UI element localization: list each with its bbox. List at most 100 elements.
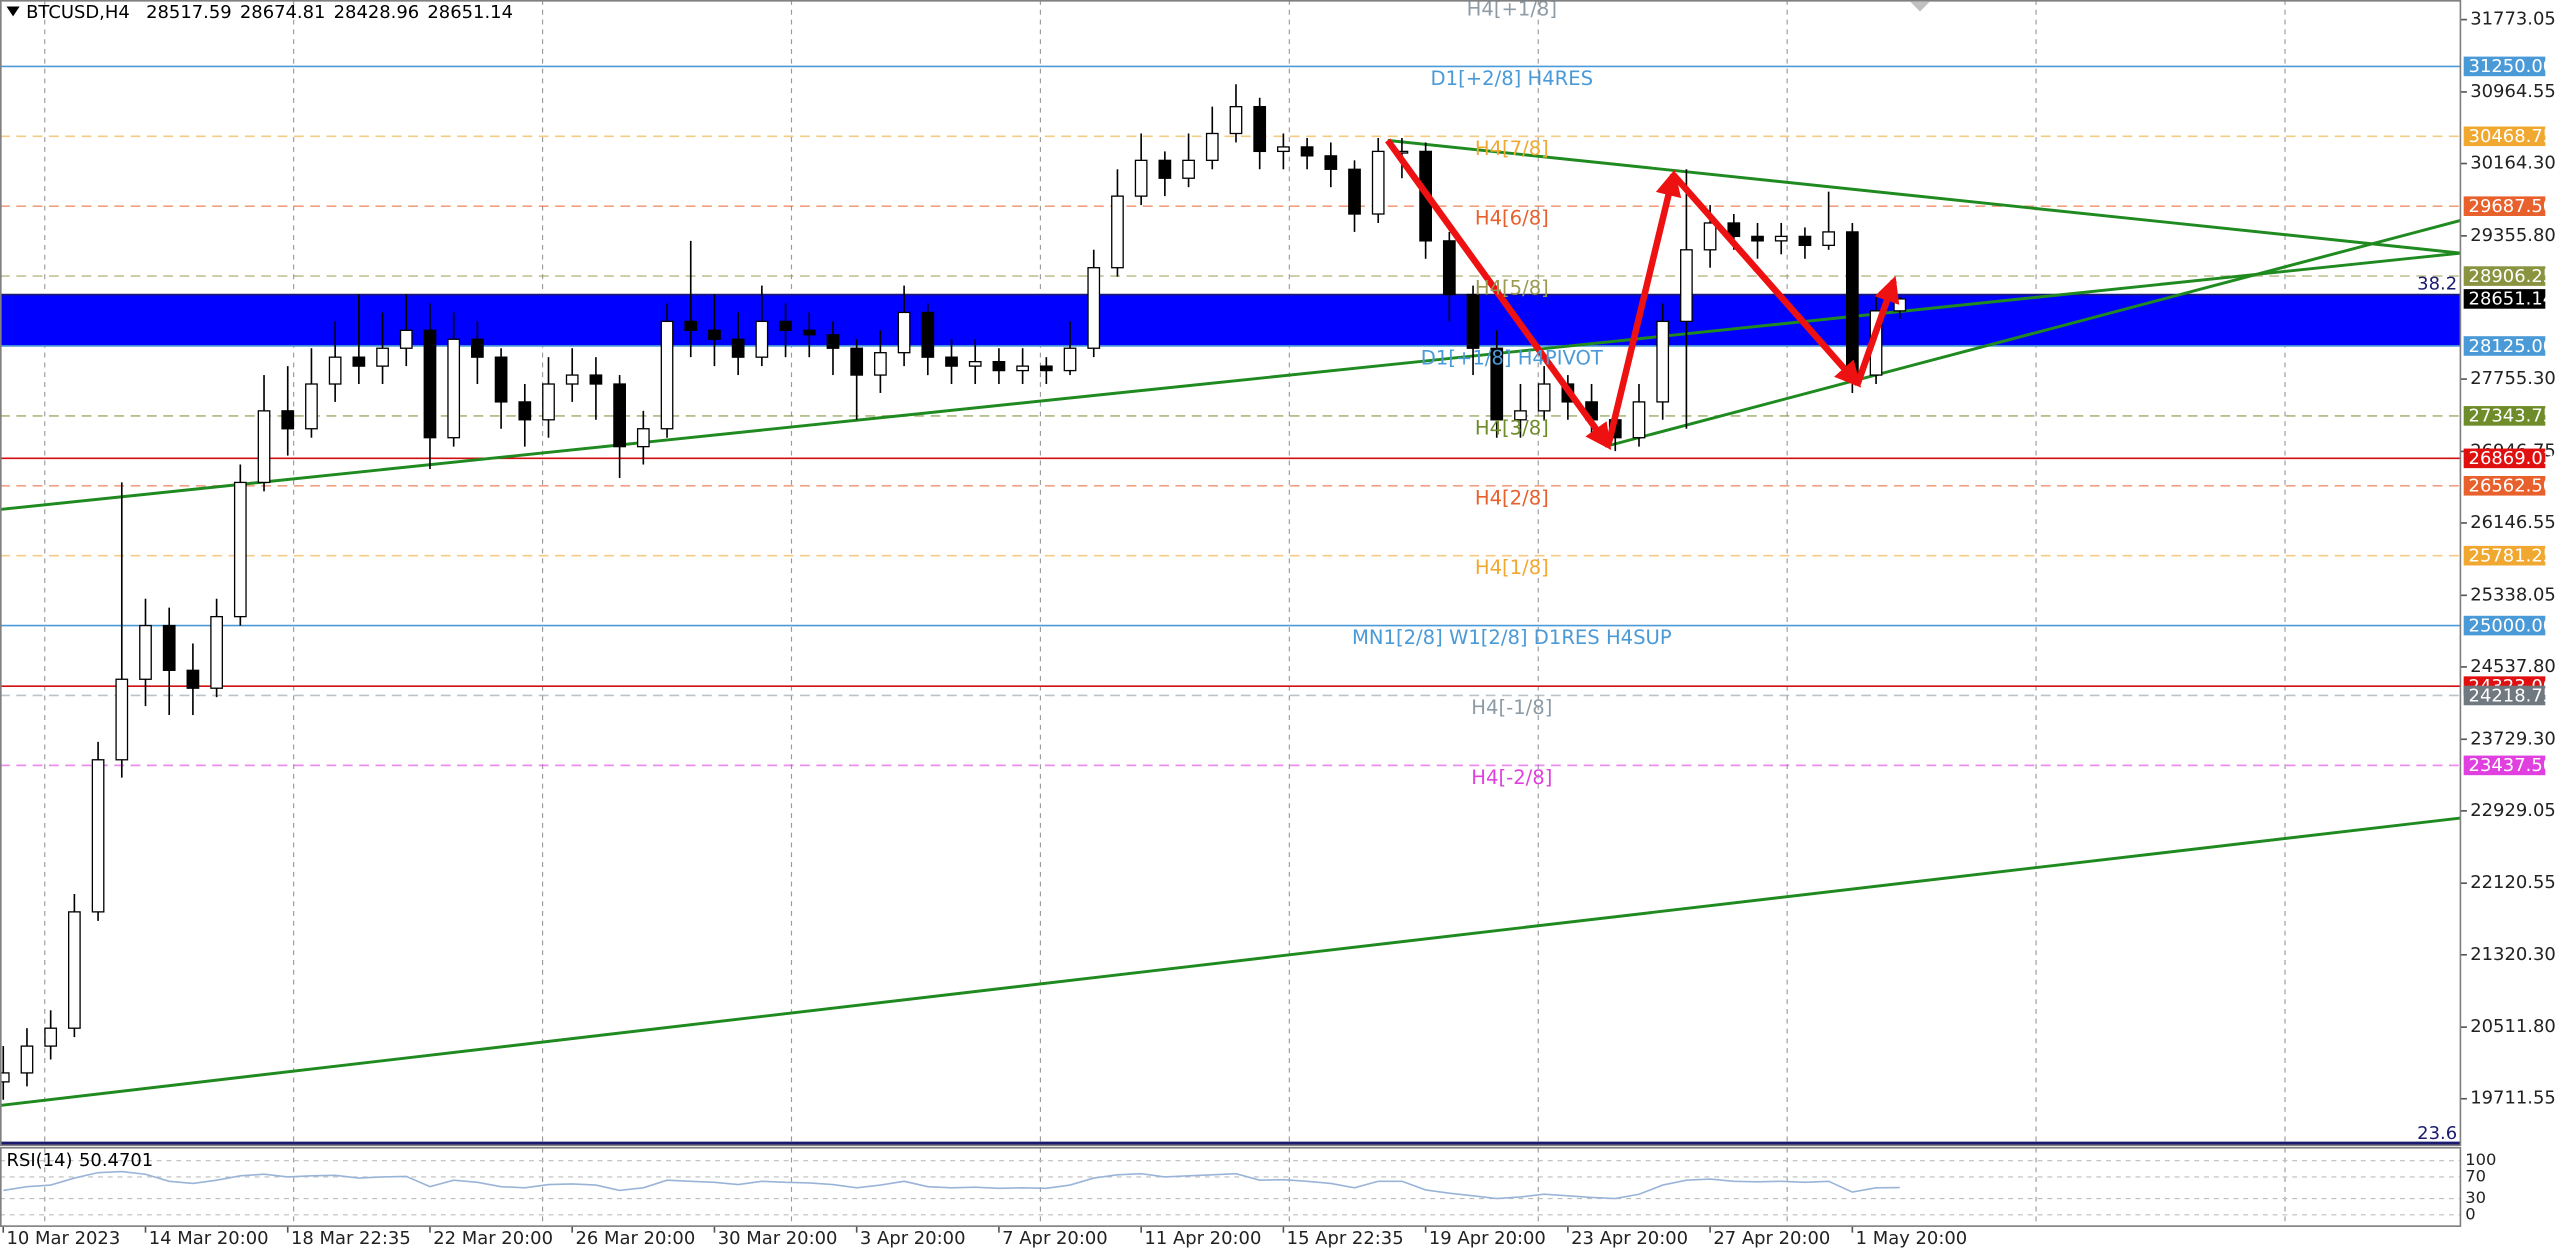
y-tick-label: 30164.30 [2470,153,2556,174]
candle-body [779,320,792,331]
candle-body [1039,365,1053,372]
candle-body [233,481,247,618]
candle-body [850,347,864,376]
candle-body [399,329,413,349]
arrow [1854,275,1900,385]
candle-body [1490,347,1504,421]
candle-body [494,356,508,403]
price-label: 26562.50 [2469,476,2555,497]
candle-body [1111,195,1124,269]
price-label: 30468.75 [2469,126,2555,147]
candle-body [68,911,81,1029]
candle-body [565,374,579,385]
y-tick-label: 21320.30 [2470,944,2556,965]
main-panel [0,0,2461,1145]
candle-body [1798,235,1812,246]
candle-body [1893,298,1907,312]
level-name: D1[+1/8] H4PIVOT [1421,347,1604,370]
level-name: H4[2/8] [1475,486,1549,509]
x-tick-label: 14 Mar 20:00 [149,1228,269,1249]
price-label: 26869.03 [2469,448,2555,469]
header-ohlc: 28517.59 [146,2,232,23]
y-tick-label: 22929.05 [2470,800,2556,821]
candle-body [0,1072,10,1083]
x-tick-label: 15 Apr 22:35 [1287,1228,1404,1249]
price-label-box [2463,685,2546,706]
price-label-box [2463,448,2546,469]
candle-body [257,410,271,484]
rsi-tick-label: 0 [2465,1204,2475,1223]
candle-body [1845,231,1859,376]
level-name: H4[5/8] [1475,277,1549,300]
price-label: 27343.75 [2469,406,2555,427]
level-name: D1[+2/8] H4RES [1431,67,1594,90]
candle-body [1703,222,1717,251]
fib-label: 38.2 [2417,274,2457,295]
rsi-tick-label: 100 [2465,1150,2496,1169]
candle-body [1371,150,1385,215]
candle-body [897,311,911,354]
candle-body [44,1027,58,1047]
header-ohlc: 28651.14 [427,2,513,23]
candle-body [115,678,129,761]
fib-label: 23.6 [2417,1123,2457,1144]
y-tick-label: 30964.55 [2470,81,2556,102]
rsi-line [3,1170,1900,1200]
candle-body [1656,320,1670,403]
candle-body [305,383,318,430]
x-tick-label: 7 Apr 20:00 [1002,1228,1108,1249]
header-ohlc: 28674.81 [240,2,326,23]
price-label-box [2463,755,2546,776]
candle-body [921,311,935,358]
x-tick-label: 30 Mar 20:00 [718,1228,838,1249]
candle-body [1751,235,1764,242]
x-tick-label: 22 Mar 20:00 [433,1228,553,1249]
candle-body [613,383,626,448]
price-label: 25000.00 [2469,615,2555,636]
candle-body [826,334,840,349]
price-label: 23437.50 [2469,755,2555,776]
price-label: 28125.00 [2469,336,2555,357]
x-tick-label: 1 May 20:00 [1856,1228,1968,1249]
level-name: H4[-1/8] [1471,696,1552,719]
candle-body [1680,249,1693,323]
candle-body [352,356,366,367]
y-tick-label: 31773.05 [2470,9,2556,30]
x-tick-label: 26 Mar 20:00 [575,1228,695,1249]
candle-body [755,320,769,358]
arrow [1385,138,1612,450]
candle-body [471,338,484,358]
menu-triangle [6,6,20,17]
candle-body [1324,155,1338,170]
trendline [1607,219,2461,448]
level-name: H4[1/8] [1475,556,1549,579]
main-border [0,0,2462,1147]
arrow [1670,172,1862,388]
candle-body [1229,106,1243,135]
price-label-box [2463,196,2546,216]
level-name: H4[+1/8] [1467,0,1557,20]
zone [0,294,2461,346]
candle-body [518,401,532,421]
x-tick-label: 11 Apr 20:00 [1144,1228,1261,1249]
candle-body [1253,106,1267,153]
level-name: H4[6/8] [1475,207,1549,230]
candle-body [1158,159,1172,179]
candle-body [447,338,461,439]
candle-body [1277,146,1290,153]
level-name: H4[3/8] [1475,416,1549,439]
candle-body [1822,231,1836,246]
y-tick-label: 27755.30 [2470,368,2556,389]
candle-body [423,329,437,439]
candle-body [1632,401,1646,439]
candle-body [1348,168,1361,215]
rsi-last: 50.4701 [79,1150,153,1171]
candle-body [684,320,698,331]
candle-body [1300,146,1314,157]
candle-body [281,410,295,430]
y-tick-label: 20511.80 [2470,1016,2556,1037]
price-label: 24218.75 [2469,685,2555,706]
candle-body [589,374,603,385]
